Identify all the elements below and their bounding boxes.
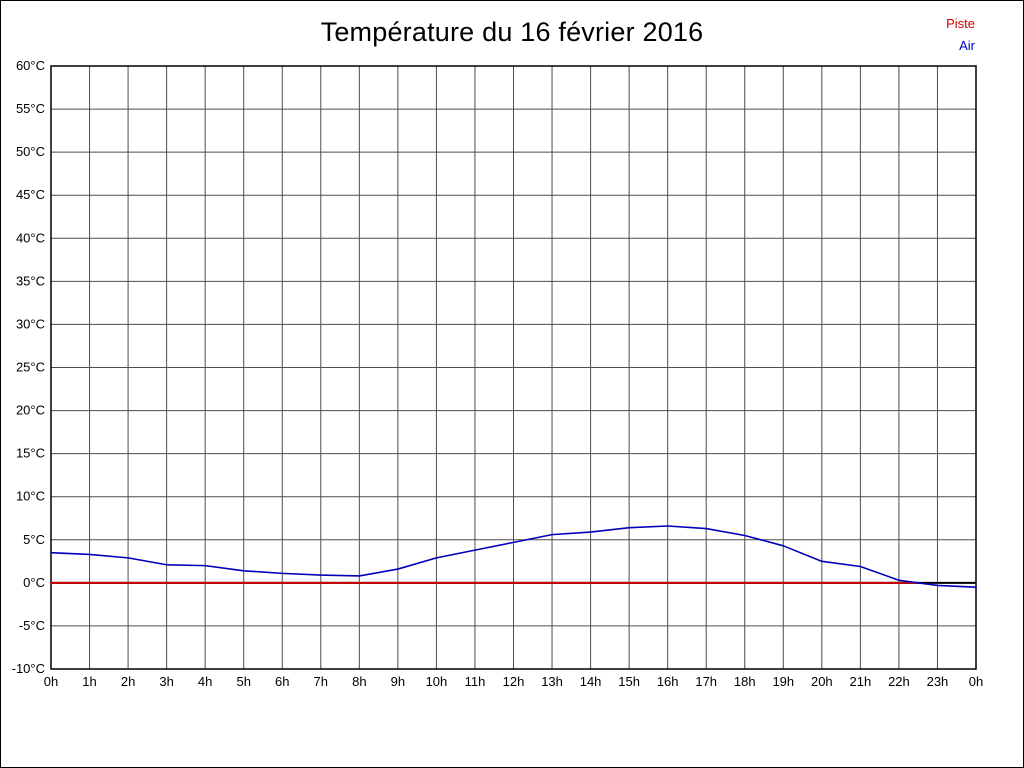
y-tick-label: 15°C: [16, 446, 45, 461]
y-tick-label: 45°C: [16, 187, 45, 202]
x-tick-label: 6h: [275, 674, 289, 689]
x-tick-label: 13h: [541, 674, 563, 689]
x-tick-label: 3h: [159, 674, 173, 689]
x-tick-label: 4h: [198, 674, 212, 689]
y-tick-label: 50°C: [16, 144, 45, 159]
y-tick-label: 5°C: [23, 532, 45, 547]
series-line-air: [50, 525, 977, 588]
y-tick-label: 10°C: [16, 489, 45, 504]
x-tick-label: 20h: [811, 674, 833, 689]
x-tick-label: 15h: [618, 674, 640, 689]
y-tick-label: -10°C: [12, 661, 45, 676]
x-tick-label: 10h: [426, 674, 448, 689]
plot-border: [50, 65, 977, 670]
legend-item-air: Air: [959, 38, 975, 54]
y-tick-label: 60°C: [16, 58, 45, 73]
x-tick-label: 11h: [465, 674, 486, 689]
x-tick-label: 22h: [888, 674, 910, 689]
x-tick-label: 19h: [772, 674, 794, 689]
x-tick-label: 8h: [352, 674, 366, 689]
legend: Piste Air: [946, 13, 975, 57]
y-tick-label: 25°C: [16, 360, 45, 375]
y-tick-label: 40°C: [16, 230, 45, 245]
x-tick-label: 14h: [580, 674, 602, 689]
x-tick-label: 16h: [657, 674, 679, 689]
y-tick-label: -5°C: [19, 618, 45, 633]
x-tick-label: 9h: [391, 674, 405, 689]
x-tick-label: 12h: [503, 674, 525, 689]
x-tick-label: 0h: [969, 674, 983, 689]
x-tick-label: 7h: [314, 674, 328, 689]
y-tick-label: 20°C: [16, 403, 45, 418]
y-tick-label: 30°C: [16, 316, 45, 331]
x-tick-label: 0h: [44, 674, 58, 689]
y-tick-label: 55°C: [16, 101, 45, 116]
x-tick-label: 23h: [927, 674, 949, 689]
x-tick-label: 1h: [82, 674, 96, 689]
x-tick-label: 5h: [236, 674, 250, 689]
x-tick-label: 2h: [121, 674, 135, 689]
x-tick-label: 21h: [850, 674, 872, 689]
x-tick-label: 17h: [695, 674, 717, 689]
y-tick-label: 35°C: [16, 273, 45, 288]
x-tick-label: 18h: [734, 674, 756, 689]
y-tick-label: 0°C: [23, 575, 45, 590]
legend-item-piste: Piste: [946, 16, 975, 31]
chart-title: Température du 16 février 2016: [320, 17, 704, 47]
